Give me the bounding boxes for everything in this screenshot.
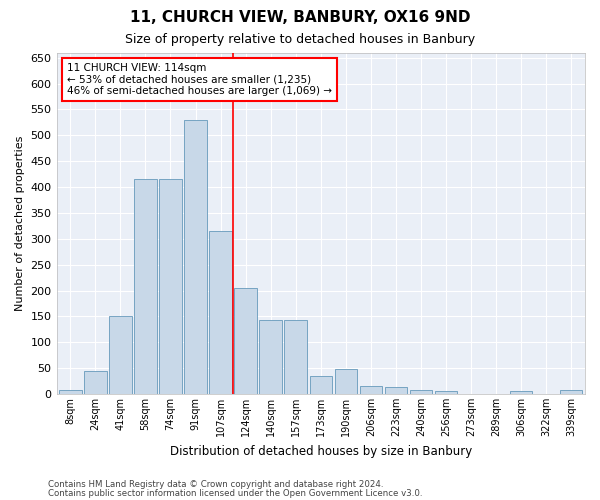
Bar: [385, 388, 407, 394]
Bar: [209, 231, 232, 394]
Bar: [335, 369, 357, 394]
Text: 11 CHURCH VIEW: 114sqm
← 53% of detached houses are smaller (1,235)
46% of semi-: 11 CHURCH VIEW: 114sqm ← 53% of detached…: [67, 62, 332, 96]
Bar: [84, 370, 107, 394]
Bar: [560, 390, 583, 394]
Text: Size of property relative to detached houses in Banbury: Size of property relative to detached ho…: [125, 32, 475, 46]
Bar: [359, 386, 382, 394]
Bar: [109, 316, 131, 394]
Y-axis label: Number of detached properties: Number of detached properties: [15, 136, 25, 311]
Bar: [435, 392, 457, 394]
Text: Contains public sector information licensed under the Open Government Licence v3: Contains public sector information licen…: [48, 489, 422, 498]
Bar: [184, 120, 207, 394]
Bar: [159, 180, 182, 394]
Text: 11, CHURCH VIEW, BANBURY, OX16 9ND: 11, CHURCH VIEW, BANBURY, OX16 9ND: [130, 10, 470, 25]
Bar: [134, 180, 157, 394]
Bar: [235, 288, 257, 394]
X-axis label: Distribution of detached houses by size in Banbury: Distribution of detached houses by size …: [170, 444, 472, 458]
Bar: [410, 390, 432, 394]
Bar: [259, 320, 282, 394]
Bar: [59, 390, 82, 394]
Bar: [310, 376, 332, 394]
Bar: [284, 320, 307, 394]
Text: Contains HM Land Registry data © Crown copyright and database right 2024.: Contains HM Land Registry data © Crown c…: [48, 480, 383, 489]
Bar: [510, 392, 532, 394]
